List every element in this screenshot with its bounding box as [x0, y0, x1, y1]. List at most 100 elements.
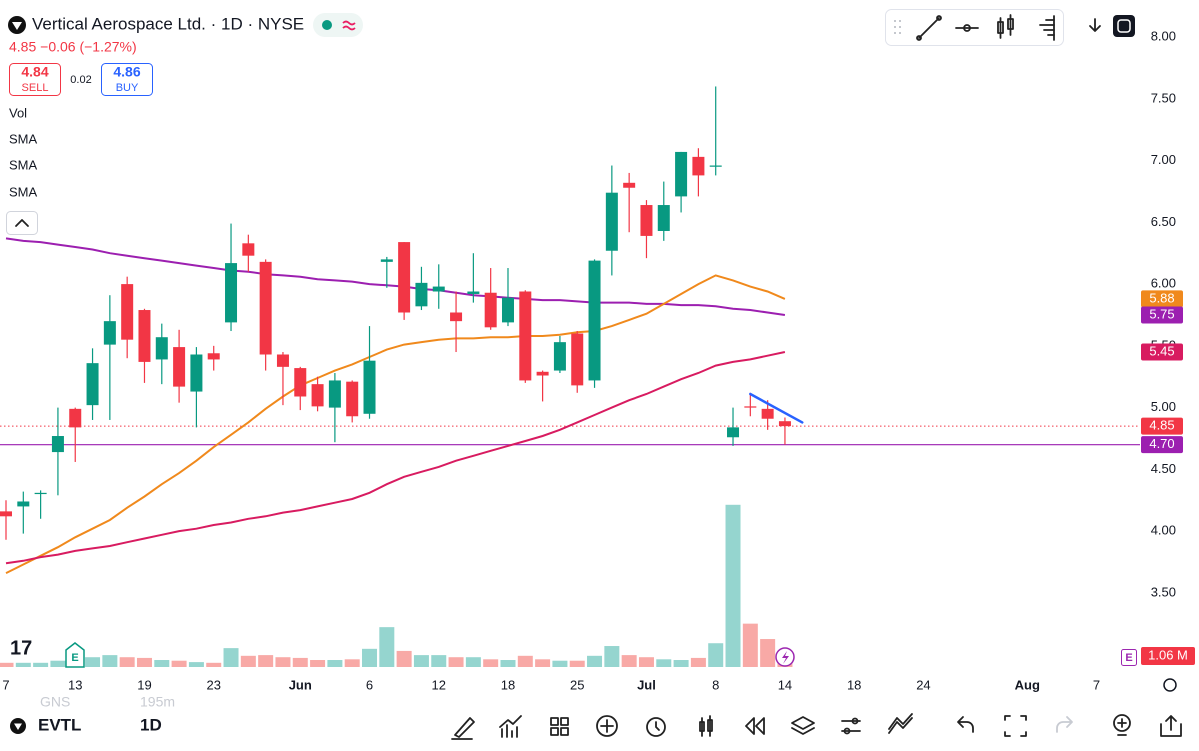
candle-body: [173, 347, 186, 387]
ideas-mark: [1117, 718, 1127, 736]
volume-bar: [604, 646, 620, 667]
candle-body: [294, 368, 307, 397]
alert-hand: [655, 721, 660, 731]
sma-line: [5, 351, 786, 565]
candle-body: [207, 353, 220, 360]
volume-bar: [725, 504, 741, 667]
x-tick-label: 14: [778, 677, 792, 692]
fullscreen-inner: [1117, 19, 1131, 33]
undo-icon[interactable]: [957, 716, 974, 733]
candle-body: [709, 165, 722, 167]
symbol-title[interactable]: Vertical Aerospace Ltd. · 1D · NYSE: [32, 14, 304, 33]
volume-bar: [171, 660, 187, 667]
sell-button[interactable]: [9, 63, 61, 96]
sell-label: SELL: [22, 82, 49, 94]
indicator[interactable]: SMA: [9, 157, 38, 172]
indicator[interactable]: SMA: [9, 184, 38, 199]
buy-button[interactable]: [101, 63, 153, 96]
y-tick-label: 4.00: [1151, 523, 1176, 538]
earnings-mark: E: [1125, 652, 1132, 664]
volume-bar: [206, 662, 222, 667]
ghost-text: GNS: [40, 694, 70, 710]
ideas-icon[interactable]: [1113, 714, 1131, 732]
indicator[interactable]: Vol: [9, 105, 27, 120]
logo-mark: [12, 22, 22, 30]
candle-body: [536, 371, 549, 376]
collapse-button[interactable]: [6, 211, 38, 235]
price-label-box: [1141, 436, 1183, 454]
candle-body: [657, 205, 670, 231]
indicator[interactable]: SMA: [9, 131, 38, 146]
interval[interactable]: 1D: [140, 715, 162, 734]
sell-price: 4.84: [21, 64, 48, 80]
earnings-badge[interactable]: [65, 642, 85, 668]
volume-bar: [621, 655, 637, 667]
fullscreen-icon[interactable]: [1004, 715, 1027, 737]
redo-icon[interactable]: [1056, 716, 1073, 733]
y-tick-label: 6.00: [1151, 276, 1176, 291]
indicators-icon[interactable]: [499, 715, 522, 738]
tv-logo: 17: [10, 637, 32, 659]
x-tick-label: 13: [68, 677, 82, 692]
volume-bar: [448, 657, 464, 667]
candle-body: [415, 282, 428, 307]
candle-body: [623, 182, 636, 188]
volume-bar: [690, 657, 706, 667]
volume-bar: [136, 657, 152, 667]
candle-body: [640, 205, 653, 236]
candle-body: [398, 242, 411, 313]
volume-bar: [483, 659, 499, 667]
templates-icon[interactable]: [550, 717, 569, 736]
candle-body: [727, 427, 740, 438]
settings-icon[interactable]: [1163, 678, 1177, 692]
lightning-icon: [782, 651, 789, 664]
symbol[interactable]: EVTL: [38, 715, 81, 734]
volume-bar: [742, 623, 758, 667]
status-pill[interactable]: [313, 13, 363, 37]
volume-bar: [258, 655, 274, 667]
drag-handle[interactable]: [894, 20, 901, 34]
volume-label: 1.06 M: [1148, 647, 1188, 662]
candle-body: [276, 354, 289, 367]
x-tick-label: 18: [501, 677, 515, 692]
price-label-box: [1141, 306, 1183, 324]
y-tick-label: 8.00: [1151, 28, 1176, 43]
add-icon[interactable]: [596, 715, 618, 737]
price-label: 5.75: [1149, 306, 1174, 321]
sma-line: [5, 274, 786, 574]
share-icon[interactable]: [1160, 715, 1182, 737]
volume-bar: [708, 643, 724, 667]
candle-body: [380, 259, 393, 262]
ghost-text: 195m: [140, 694, 175, 710]
alert-icon[interactable]: [646, 717, 666, 737]
candle-body: [242, 243, 255, 256]
compare-icon[interactable]: [888, 713, 913, 734]
fullscreen-icon[interactable]: [1113, 15, 1135, 37]
download-icon[interactable]: [1089, 18, 1101, 32]
x-tick-label: 6: [366, 677, 373, 692]
x-tick-label: 24: [916, 677, 930, 692]
trendline-tool[interactable]: [916, 15, 942, 41]
hline-tool[interactable]: [955, 24, 979, 32]
price-label: 5.45: [1149, 343, 1174, 358]
price-label-box: [1141, 417, 1183, 435]
volume-bar: [396, 650, 412, 667]
replay-icon[interactable]: [745, 717, 765, 735]
volume-profile-tool[interactable]: [1039, 15, 1055, 41]
logo-mark: [14, 723, 22, 730]
layers-icon[interactable]: [791, 716, 815, 735]
x-tick-label: 23: [206, 677, 220, 692]
x-tick-label: 18: [847, 677, 861, 692]
market-dot: [322, 20, 332, 30]
volume-bar: [344, 659, 360, 667]
candles-tool[interactable]: [997, 14, 1014, 39]
candle-body: [692, 156, 705, 176]
badges: 17 E E: [10, 637, 1177, 692]
sma-line: [5, 237, 786, 316]
earnings-badge[interactable]: [1121, 649, 1137, 666]
replay-candle-icon[interactable]: [699, 715, 713, 737]
chevron-icon: [15, 219, 29, 227]
draw-icon[interactable]: [451, 717, 475, 740]
price-label: 4.70: [1149, 436, 1174, 451]
